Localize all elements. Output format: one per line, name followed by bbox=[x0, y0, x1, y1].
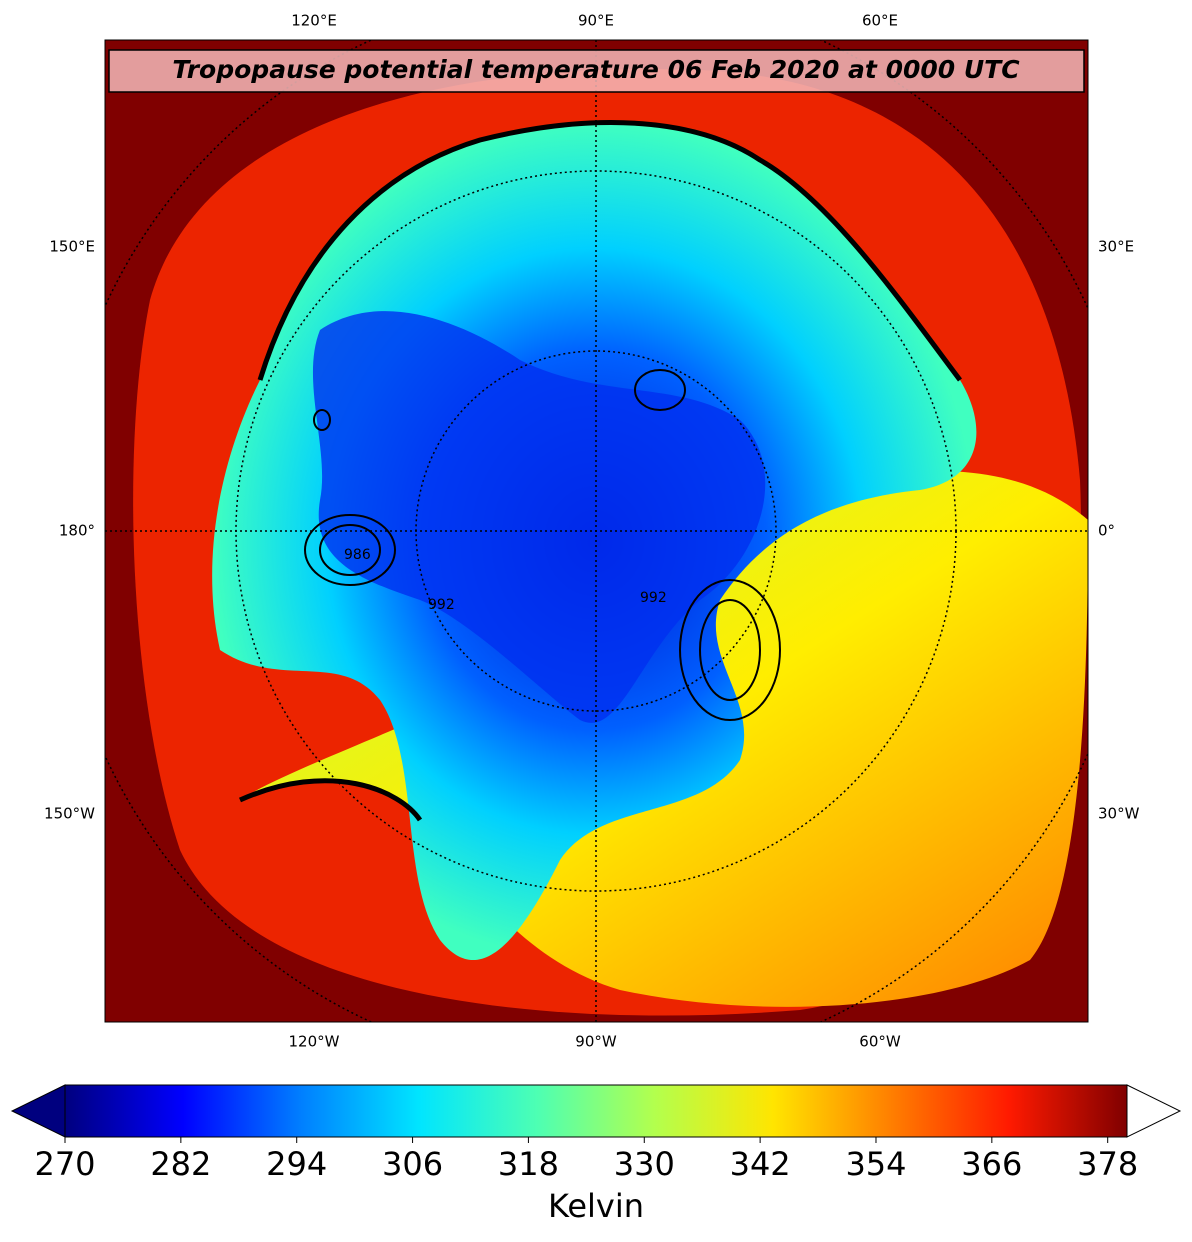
lat-label: 0° bbox=[1098, 522, 1115, 540]
colorbar-tick-label: 330 bbox=[614, 1145, 675, 1183]
colorbar: 270 282 294 306 318 330 342 354 366 378 Kelvin bbox=[10, 1084, 1182, 1225]
vortex-core bbox=[312, 311, 766, 723]
map-title: Tropopause potential temperature 06 Feb … bbox=[172, 55, 1020, 84]
colorbar-tick-label: 318 bbox=[498, 1145, 559, 1183]
colorbar-tick-label: 342 bbox=[730, 1145, 791, 1183]
lat-label: 180° bbox=[59, 522, 95, 540]
graticule bbox=[105, 40, 1088, 1022]
map-field bbox=[105, 40, 1088, 1022]
lon-label: 60°W bbox=[859, 1033, 901, 1051]
colorbar-extend-high bbox=[1126, 1084, 1182, 1138]
contour-label: 992 bbox=[428, 597, 455, 613]
title-box bbox=[108, 49, 1085, 93]
lon-label: 90°E bbox=[578, 12, 614, 30]
lon-label: 120°E bbox=[291, 12, 337, 30]
map-frame bbox=[104, 39, 1089, 1023]
lat-label: 30°E bbox=[1098, 238, 1134, 256]
lat-label: 30°W bbox=[1098, 805, 1140, 823]
colorbar-tick-label: 378 bbox=[1077, 1145, 1138, 1183]
lon-label: 120°W bbox=[289, 1033, 340, 1051]
colorbar-tick-label: 354 bbox=[845, 1145, 906, 1183]
colorbar-body bbox=[64, 1084, 1128, 1138]
tropopause-front bbox=[257, 120, 963, 382]
coordinate-labels: 120°E 90°E 60°E 120°W 90°W 60°W 150°E 180° 150°W… bbox=[44, 12, 1140, 1051]
colorbar-tick-label: 270 bbox=[34, 1145, 95, 1183]
lat-label: 150°W bbox=[44, 805, 95, 823]
contour-label: 992 bbox=[640, 590, 667, 606]
pressure-contours bbox=[304, 369, 781, 721]
lat-label: 150°E bbox=[49, 238, 95, 256]
colorbar-tick-label: 282 bbox=[150, 1145, 211, 1183]
lon-label: 90°W bbox=[575, 1033, 617, 1051]
contour-label: 986 bbox=[344, 547, 371, 563]
colorbar-label: Kelvin bbox=[548, 1187, 644, 1225]
tropopause-front bbox=[238, 778, 423, 822]
colorbar-tick-label: 306 bbox=[382, 1145, 443, 1183]
colorbar-extend-low bbox=[10, 1084, 66, 1138]
colorbar-tick-label: 366 bbox=[961, 1145, 1022, 1183]
colorbar-tick-label: 294 bbox=[266, 1145, 327, 1183]
lon-label: 60°E bbox=[862, 12, 898, 30]
